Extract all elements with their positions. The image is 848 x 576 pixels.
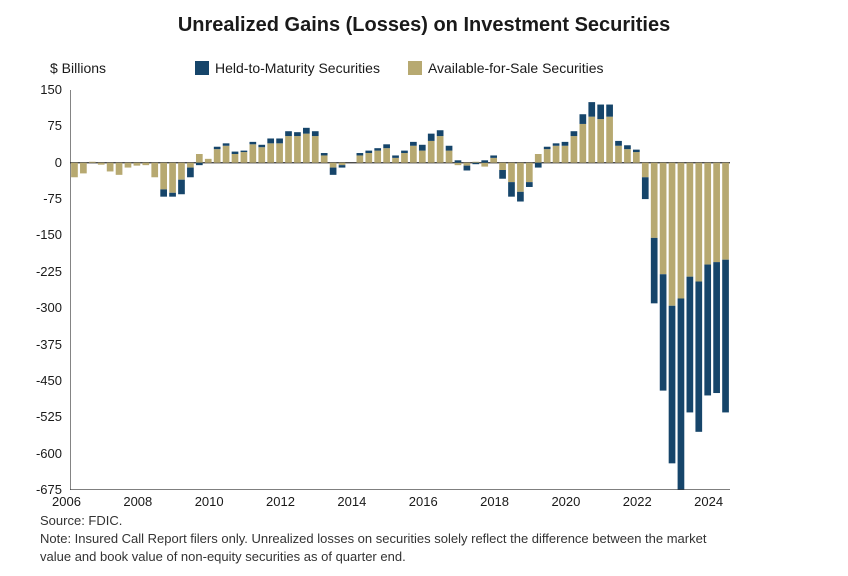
legend-item-htm: Held-to-Maturity Securities (195, 60, 380, 76)
x-tick-label: 2022 (623, 494, 652, 509)
y-tick-label: 75 (22, 118, 62, 133)
legend: Held-to-Maturity Securities Available-fo… (195, 60, 604, 76)
x-tick-label: 2024 (694, 494, 723, 509)
x-tick-label: 2016 (409, 494, 438, 509)
chart-container: Unrealized Gains (Losses) on Investment … (0, 0, 848, 576)
y-tick-label: -225 (22, 264, 62, 279)
legend-swatch-afs (408, 61, 422, 75)
y-tick-label: -300 (22, 300, 62, 315)
note-line: Note: Insured Call Report filers only. U… (40, 530, 740, 565)
x-tick-label: 2014 (337, 494, 366, 509)
y-axis-label: $ Billions (50, 60, 106, 76)
x-tick-label: 2012 (266, 494, 295, 509)
y-tick-label: -525 (22, 409, 62, 424)
y-tick-label: -600 (22, 446, 62, 461)
legend-item-afs: Available-for-Sale Securities (408, 60, 604, 76)
x-tick-label: 2020 (551, 494, 580, 509)
y-tick-label: -150 (22, 227, 62, 242)
x-tick-label: 2008 (123, 494, 152, 509)
y-tick-label: 150 (22, 82, 62, 97)
y-tick-label: -75 (22, 191, 62, 206)
x-tick-label: 2010 (195, 494, 224, 509)
x-tick-label: 2006 (52, 494, 81, 509)
x-tick-label: 2018 (480, 494, 509, 509)
chart-title: Unrealized Gains (Losses) on Investment … (0, 14, 848, 37)
legend-label-htm: Held-to-Maturity Securities (215, 60, 380, 76)
legend-label-afs: Available-for-Sale Securities (428, 60, 604, 76)
y-tick-label: -450 (22, 373, 62, 388)
source-line: Source: FDIC. (40, 512, 122, 530)
y-tick-label: 0 (22, 155, 62, 170)
plot-area (70, 90, 730, 490)
legend-swatch-htm (195, 61, 209, 75)
y-tick-label: -375 (22, 337, 62, 352)
